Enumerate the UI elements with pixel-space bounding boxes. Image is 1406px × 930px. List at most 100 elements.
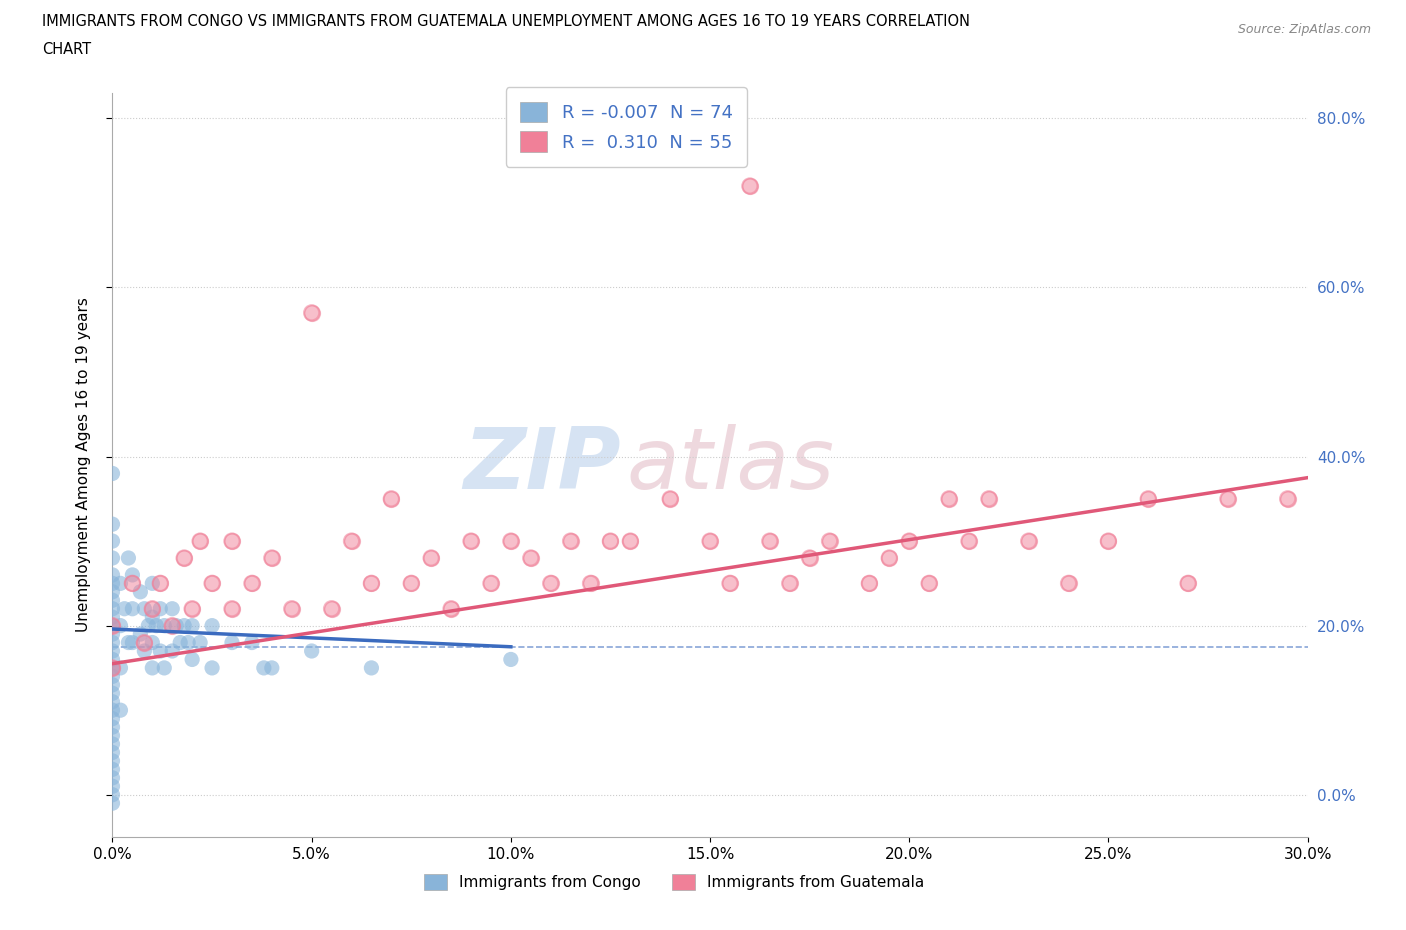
Point (340, 534, 363, 549)
Point (188, 534, 211, 549)
Point (221, 602, 243, 617)
Point (479, 576, 502, 591)
Point (619, 534, 641, 549)
Point (1177, 576, 1199, 591)
Point (101, 627, 124, 642)
Point (162, 602, 183, 617)
Point (101, 618, 124, 633)
Point (101, 660, 124, 675)
Point (101, 551, 124, 565)
Point (938, 491, 960, 506)
Text: ZIP: ZIP (463, 423, 620, 507)
Point (759, 534, 782, 549)
Point (659, 491, 682, 506)
Point (619, 534, 641, 549)
Point (301, 644, 323, 658)
Point (738, 179, 761, 193)
Point (149, 576, 172, 591)
Point (101, 592, 124, 607)
Point (101, 618, 124, 633)
Point (1277, 491, 1299, 506)
Point (879, 551, 901, 565)
Point (117, 551, 139, 565)
Point (101, 745, 124, 760)
Point (281, 602, 304, 617)
Point (977, 491, 1000, 506)
Point (499, 534, 522, 549)
Point (101, 669, 124, 684)
Point (101, 567, 124, 582)
Point (540, 576, 562, 591)
Point (101, 466, 124, 481)
Point (141, 635, 163, 650)
Point (599, 534, 621, 549)
Point (177, 635, 200, 650)
Point (1097, 534, 1119, 549)
Point (141, 602, 163, 617)
Point (520, 551, 543, 565)
Point (879, 551, 901, 565)
Point (1057, 576, 1080, 591)
Point (540, 576, 562, 591)
Point (1018, 534, 1040, 549)
Text: IMMIGRANTS FROM CONGO VS IMMIGRANTS FROM GUATEMALA UNEMPLOYMENT AMONG AGES 16 TO: IMMIGRANTS FROM CONGO VS IMMIGRANTS FROM… (42, 14, 970, 29)
Point (101, 534, 124, 549)
Point (938, 491, 960, 506)
Point (101, 685, 124, 700)
Point (101, 677, 124, 692)
Point (977, 491, 1000, 506)
Point (360, 660, 382, 675)
Point (101, 778, 124, 793)
Point (560, 534, 582, 549)
Point (162, 644, 183, 658)
Point (957, 534, 980, 549)
Point (738, 179, 761, 193)
Point (134, 635, 156, 650)
Point (101, 753, 124, 768)
Point (360, 576, 382, 591)
Point (101, 660, 124, 675)
Point (129, 627, 152, 642)
Point (579, 576, 602, 591)
Point (440, 602, 463, 617)
Point (101, 576, 124, 591)
Point (260, 660, 283, 675)
Point (101, 711, 124, 726)
Point (110, 703, 132, 718)
Point (101, 652, 124, 667)
Point (162, 618, 183, 633)
Point (759, 534, 782, 549)
Point (1216, 491, 1239, 506)
Point (101, 703, 124, 718)
Point (101, 737, 124, 751)
Point (818, 534, 841, 549)
Point (110, 660, 132, 675)
Point (659, 491, 682, 506)
Point (1277, 491, 1299, 506)
Point (240, 635, 263, 650)
Point (134, 644, 156, 658)
Point (321, 602, 343, 617)
Point (101, 610, 124, 625)
Point (420, 551, 443, 565)
Point (221, 602, 243, 617)
Point (380, 491, 402, 506)
Point (579, 576, 602, 591)
Text: Source: ZipAtlas.com: Source: ZipAtlas.com (1237, 23, 1371, 36)
Point (101, 695, 124, 710)
Point (141, 602, 163, 617)
Point (818, 534, 841, 549)
Point (188, 635, 211, 650)
Point (440, 602, 463, 617)
Point (799, 551, 821, 565)
Point (121, 602, 143, 617)
Point (149, 602, 172, 617)
Point (321, 602, 343, 617)
Point (301, 305, 323, 320)
Point (201, 576, 224, 591)
Point (253, 660, 276, 675)
Point (165, 618, 187, 633)
Point (380, 491, 402, 506)
Point (281, 602, 304, 617)
Legend: Immigrants from Congo, Immigrants from Guatemala: Immigrants from Congo, Immigrants from G… (418, 868, 931, 897)
